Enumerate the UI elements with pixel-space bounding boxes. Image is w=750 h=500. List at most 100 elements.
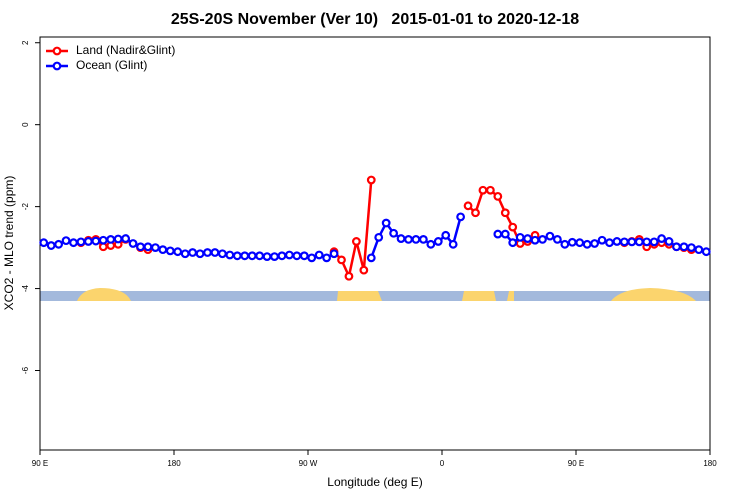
series-marker	[575, 238, 585, 248]
series-marker	[359, 265, 369, 275]
series-marker	[121, 234, 131, 243]
series-marker	[262, 252, 272, 262]
series-marker	[500, 208, 510, 218]
series-marker	[128, 239, 138, 248]
series-marker	[582, 239, 592, 249]
series-marker	[642, 237, 652, 247]
series-marker	[426, 239, 436, 249]
series-marker	[404, 235, 413, 244]
land-patch	[507, 291, 514, 301]
series-marker	[91, 236, 101, 246]
x-tick-label: 180	[703, 459, 717, 468]
series-marker	[165, 246, 175, 256]
y-axis-label: XCO2 - MLO trend (ppm)	[2, 176, 16, 311]
series-marker	[143, 242, 153, 252]
series-marker	[150, 243, 160, 252]
series-marker	[270, 252, 279, 262]
series-marker	[664, 237, 674, 246]
series-marker	[701, 247, 711, 257]
series-marker	[456, 212, 466, 222]
series-marker	[46, 241, 56, 250]
series-marker	[612, 237, 622, 246]
series-marker	[471, 208, 480, 218]
land-patch	[611, 288, 696, 301]
series-marker	[448, 239, 458, 249]
series-marker	[485, 185, 495, 195]
series-marker	[98, 235, 108, 245]
series-marker	[590, 239, 600, 248]
series-marker	[619, 237, 629, 247]
series-marker	[284, 250, 294, 260]
series-marker	[366, 175, 376, 185]
series-marker	[396, 234, 406, 243]
series-marker	[299, 251, 309, 261]
series-marker	[545, 231, 555, 241]
series-marker	[418, 235, 428, 244]
series-marker	[597, 235, 607, 245]
x-tick-label: 90 E	[32, 459, 48, 468]
x-tick-label: 180	[167, 459, 181, 468]
series-marker	[381, 218, 391, 228]
series-marker	[158, 245, 168, 255]
series-marker	[389, 228, 399, 238]
series-marker	[61, 236, 71, 246]
series-marker	[686, 243, 696, 252]
y-tick-label: -2	[21, 203, 30, 211]
series-marker	[515, 232, 525, 242]
series-marker	[217, 249, 227, 259]
series-marker	[649, 237, 659, 247]
series-marker	[136, 242, 145, 252]
series-marker	[188, 248, 198, 257]
series-marker	[493, 229, 503, 239]
series-marker	[366, 253, 376, 263]
series-marker	[225, 250, 235, 260]
legend-marker	[52, 61, 62, 71]
series-marker	[232, 251, 242, 261]
legend-label: Ocean (Glint)	[76, 58, 147, 72]
series-marker	[411, 235, 421, 244]
land-patch	[77, 288, 131, 301]
series-marker	[672, 242, 681, 252]
x-axis-label: Longitude (deg E)	[327, 475, 422, 489]
series-marker	[113, 234, 123, 244]
series-marker	[247, 251, 257, 261]
chart-title: 25S-20S November (Ver 10) 2015-01-01 to …	[171, 11, 579, 28]
series-marker	[374, 232, 384, 242]
series-marker	[567, 237, 577, 247]
series-marker	[552, 235, 562, 244]
series-marker	[605, 238, 614, 248]
series-marker	[508, 222, 518, 232]
y-tick-label: 0	[21, 122, 30, 127]
series-marker	[54, 239, 64, 249]
x-tick-label: 90 W	[299, 459, 318, 468]
series-marker	[277, 251, 287, 261]
series-marker	[173, 247, 183, 257]
land-ocean-strip	[40, 288, 710, 301]
series-marker	[180, 249, 190, 259]
y-tick-label: -6	[21, 366, 30, 374]
series-marker	[657, 234, 667, 243]
x-tick-label: 0	[440, 459, 445, 468]
series-marker	[463, 201, 473, 211]
series-marker	[314, 250, 324, 260]
series-marker	[433, 237, 443, 246]
legend-label: Land (Nadir&Glint)	[76, 43, 175, 57]
series-marker	[322, 253, 332, 263]
y-tick-label: 2	[21, 40, 30, 45]
series-marker	[530, 235, 540, 245]
series-marker	[203, 248, 212, 257]
series-marker	[694, 245, 704, 255]
series-marker	[679, 242, 689, 252]
series-marker	[83, 237, 93, 246]
series-marker	[337, 255, 346, 265]
series-marker	[69, 238, 78, 248]
series-marker	[627, 237, 637, 247]
series-marker	[292, 251, 302, 261]
series-marker	[493, 191, 503, 201]
series-marker	[210, 248, 220, 257]
series-marker	[76, 237, 86, 247]
legend-marker	[52, 46, 62, 56]
series-marker	[255, 251, 265, 261]
series-marker	[508, 238, 518, 248]
